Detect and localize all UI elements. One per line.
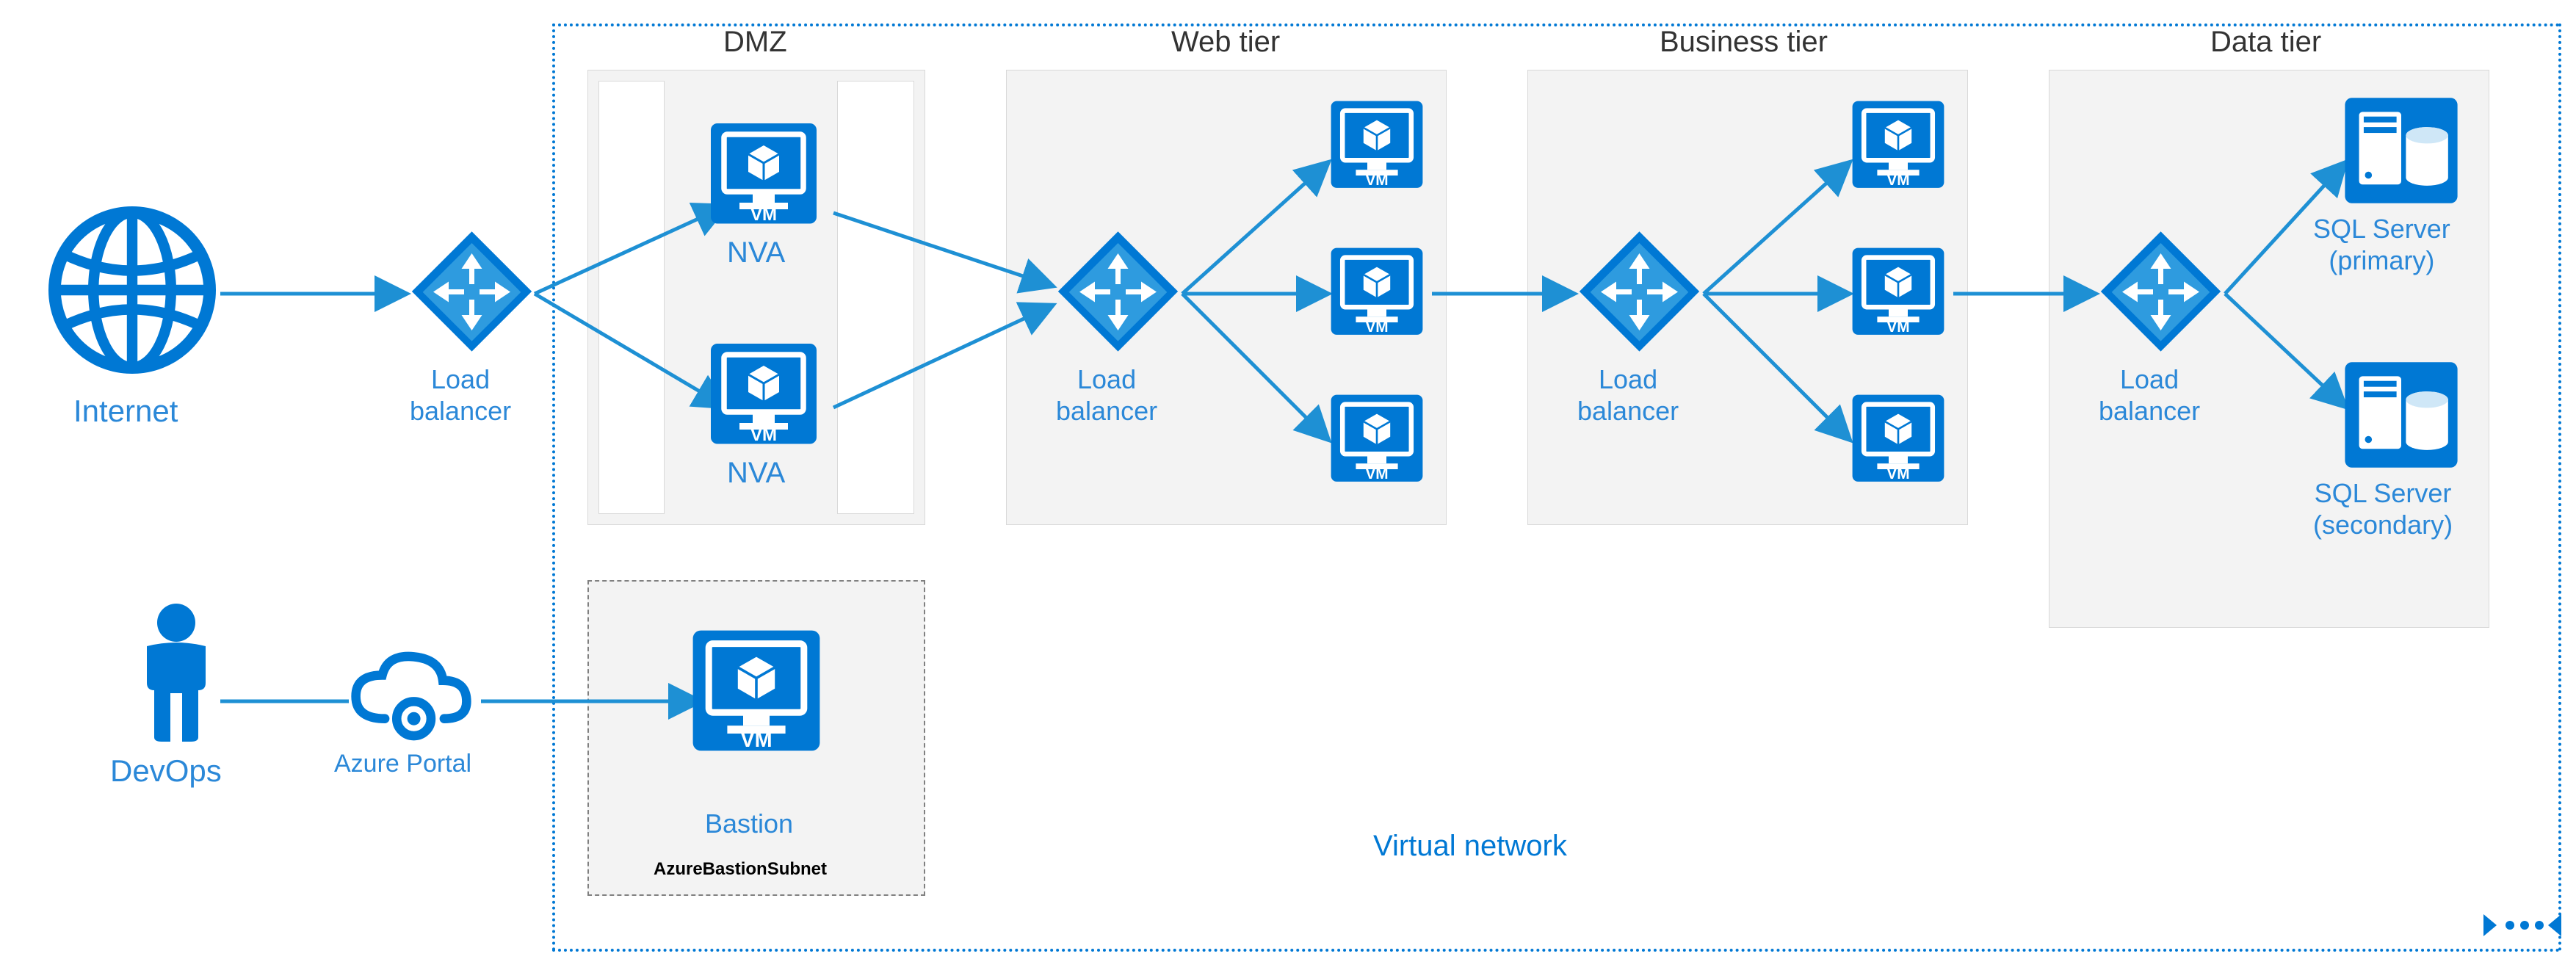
dmz-subnet-left [598,81,665,514]
vm-bastion: VM [690,628,822,753]
sql-secondary-icon [2342,360,2460,470]
svg-text:VM: VM [1365,319,1388,336]
sql-secondary-label: SQL Server (secondary) [2313,477,2453,540]
svg-text:VM: VM [1365,172,1388,189]
sql-primary-icon [2342,95,2460,206]
diagram-canvas: Virtual network DMZ Web tier Business ti… [0,0,2576,959]
svg-text:VM: VM [1886,172,1909,189]
svg-text:VM: VM [740,728,772,752]
vm-nva-1: VM [709,121,819,226]
load-balancer-business [1575,228,1704,356]
svg-text:VM: VM [1365,466,1388,482]
sql-primary-label: SQL Server (primary) [2313,213,2450,276]
vm-nva-1-label: NVA [727,235,785,270]
load-balancer-data [2096,228,2225,356]
devops-person-icon [132,602,220,742]
azure-portal-label: Azure Portal [334,749,471,779]
vm-nva-2-label: NVA [727,455,785,491]
vm-biz-2: VM [1850,246,1946,337]
lb-web-label: Load balancer [1056,363,1157,427]
vm-nva-2: VM [709,341,819,446]
vm-web-3: VM [1329,393,1425,484]
svg-text:VM: VM [1886,319,1909,336]
lb-business-label: Load balancer [1577,363,1679,427]
vm-biz-3: VM [1850,393,1946,484]
dmz-subnet-right [837,81,914,514]
lb-public-label: Load balancer [410,363,511,427]
bastion-label: Bastion [705,808,793,839]
internet-icon [44,202,220,378]
svg-text:VM: VM [1886,466,1909,482]
vm-web-1: VM [1329,99,1425,190]
devops-label: DevOps [110,753,222,789]
vnet-peering-icon [2475,900,2563,951]
load-balancer-web [1054,228,1182,356]
svg-text:VM: VM [750,425,777,445]
lb-data-label: Load balancer [2099,363,2200,427]
tier-title-business: Business tier [1660,26,1828,59]
vm-biz-1: VM [1850,99,1946,190]
bastion-sub-label: AzureBastionSubnet [654,859,827,880]
load-balancer-public [408,228,536,356]
azure-portal-icon [345,646,477,749]
virtual-network-label: Virtual network [1373,830,1567,863]
tier-title-data: Data tier [2210,26,2321,59]
tier-title-dmz: DMZ [723,26,787,59]
internet-label: Internet [73,393,178,430]
vm-web-2: VM [1329,246,1425,337]
svg-text:VM: VM [750,205,777,225]
tier-title-web: Web tier [1171,26,1280,59]
